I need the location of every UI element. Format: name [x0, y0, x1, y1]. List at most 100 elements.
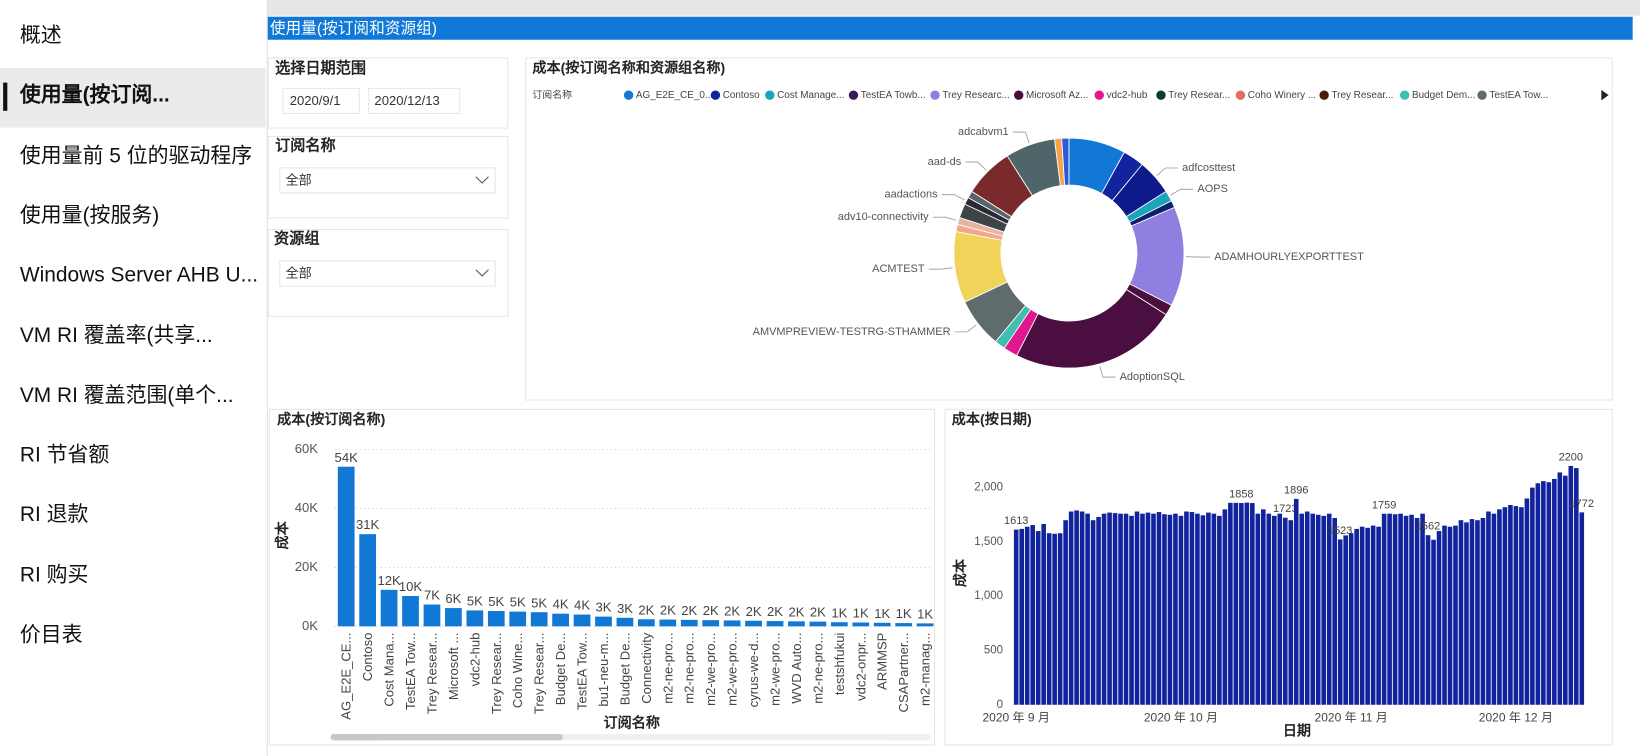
bar	[1337, 539, 1343, 705]
date-end: 2020/12/13	[374, 93, 439, 108]
data-label: 1562	[1416, 521, 1440, 533]
bar	[487, 611, 505, 627]
nav-item[interactable]: 概述	[20, 24, 62, 47]
chart-title: 成本(按订阅名称)	[277, 411, 385, 427]
bar	[1469, 519, 1475, 705]
bar	[1409, 514, 1414, 705]
legend-entry[interactable]: Trey Resear...	[1331, 90, 1393, 101]
legend-swatch	[1235, 90, 1246, 100]
data-label: 2K	[767, 604, 783, 619]
y-tick-label: 0K	[302, 618, 318, 633]
legend-entry[interactable]: TestEA Towb...	[861, 90, 926, 101]
bar	[1519, 507, 1524, 705]
visual-frame	[268, 408, 936, 746]
legend-entry[interactable]: vdc2-hub	[1107, 90, 1148, 101]
bar	[1557, 472, 1563, 705]
legend-entry[interactable]: Coho Winery ...	[1248, 90, 1316, 101]
bar	[1414, 518, 1420, 705]
legend-swatch	[1094, 90, 1104, 100]
date-input[interactable]	[368, 87, 461, 114]
dropdown[interactable]	[279, 260, 496, 287]
header-bar	[267, 16, 1633, 40]
data-label: 3K	[617, 601, 633, 616]
bar	[873, 622, 891, 627]
x-tick-label: Contoso	[360, 633, 375, 682]
bar	[1381, 513, 1387, 705]
bar	[1442, 525, 1447, 705]
bar	[1211, 513, 1217, 705]
visual-frame	[944, 408, 1613, 746]
bar	[1118, 513, 1123, 705]
legend-entry[interactable]: Trey Resear...	[1168, 90, 1230, 101]
bar	[1491, 513, 1497, 705]
nav-item[interactable]: 使用量(按服务)	[20, 204, 159, 227]
data-label: 2K	[724, 604, 740, 619]
data-label: 1723	[1273, 503, 1297, 515]
nav-item[interactable]: VM RI 覆盖率(共享...	[20, 324, 213, 347]
slice-label: adv10-connectivity	[838, 211, 929, 223]
x-tick-label: TestEA Tow...	[575, 633, 590, 710]
data-label: 12K	[377, 573, 401, 588]
nav-item[interactable]: Windows Server AHB U...	[20, 264, 258, 287]
legend-swatch	[1477, 90, 1487, 100]
nav-item[interactable]: RI 退款	[20, 503, 89, 526]
bar	[1024, 526, 1030, 705]
nav-item[interactable]: RI 节省额	[20, 443, 110, 466]
bar	[1239, 503, 1244, 705]
nav-item[interactable]: 使用量(按订阅...	[19, 83, 170, 107]
legend-entry[interactable]: Microsoft Az...	[1026, 90, 1088, 101]
bar	[1453, 525, 1458, 705]
data-label: 2K	[660, 603, 676, 618]
filter-label: 选择日期范围	[275, 59, 366, 77]
slice-label: AdoptionSQL	[1120, 371, 1185, 383]
legend-swatch	[1156, 90, 1166, 100]
data-label: 2K	[788, 604, 804, 619]
scroll-thumb[interactable]	[330, 734, 563, 741]
bar	[1173, 513, 1178, 705]
bar	[1035, 531, 1041, 705]
bar	[1392, 514, 1398, 705]
x-tick-label: vdc2-onpr...	[853, 633, 868, 701]
bar	[1200, 515, 1206, 705]
nav-item[interactable]: RI 购买	[20, 564, 89, 587]
bar	[1255, 513, 1261, 705]
bar	[1068, 511, 1074, 705]
nav-item[interactable]: 使用量前 5 位的驱动程序	[20, 144, 252, 167]
bar	[1096, 516, 1101, 705]
bar	[1271, 515, 1277, 705]
nav-selected-bar	[3, 82, 8, 111]
nav-item[interactable]: VM RI 覆盖范围(单个...	[20, 384, 234, 407]
date-input[interactable]	[282, 87, 360, 114]
legend-entry[interactable]: AG_E2E_CE_0...	[636, 90, 713, 101]
bar	[1123, 513, 1129, 705]
legend-next[interactable]	[1601, 89, 1609, 101]
data-label: 5K	[531, 595, 547, 610]
x-tick-label: Trey Resear...	[424, 633, 439, 715]
bar	[1052, 533, 1057, 705]
bar	[916, 623, 934, 627]
legend-swatch	[710, 90, 721, 100]
nav-item[interactable]: 价目表	[20, 623, 83, 646]
legend-swatch	[1399, 90, 1410, 100]
slice-label: adcabvm1	[958, 126, 1009, 138]
bar	[1222, 509, 1228, 705]
x-tick-label: Trey Resear...	[532, 633, 547, 715]
legend-entry[interactable]: Budget Dem...	[1412, 90, 1475, 101]
y-tick-label: 2,000	[974, 482, 1003, 494]
bar	[1041, 523, 1046, 705]
legend-entry[interactable]: Contoso	[723, 90, 760, 101]
legend-entry[interactable]: Trey Researc...	[942, 90, 1009, 101]
legend-entry[interactable]: Cost Manage...	[777, 90, 844, 101]
bar	[445, 608, 462, 627]
bar	[1568, 465, 1574, 705]
dropdown[interactable]	[279, 167, 496, 194]
bar	[1266, 513, 1272, 705]
bar	[1332, 518, 1337, 705]
bar	[1574, 468, 1579, 705]
x-tick-label: 2020 年 9 月	[982, 711, 1049, 725]
legend-entry[interactable]: TestEA Tow...	[1489, 90, 1548, 101]
bar	[680, 619, 698, 627]
bar	[1167, 514, 1173, 705]
x-tick-label: m2-ne-pro...	[810, 633, 825, 704]
slice-label: aad-ds	[928, 156, 962, 168]
